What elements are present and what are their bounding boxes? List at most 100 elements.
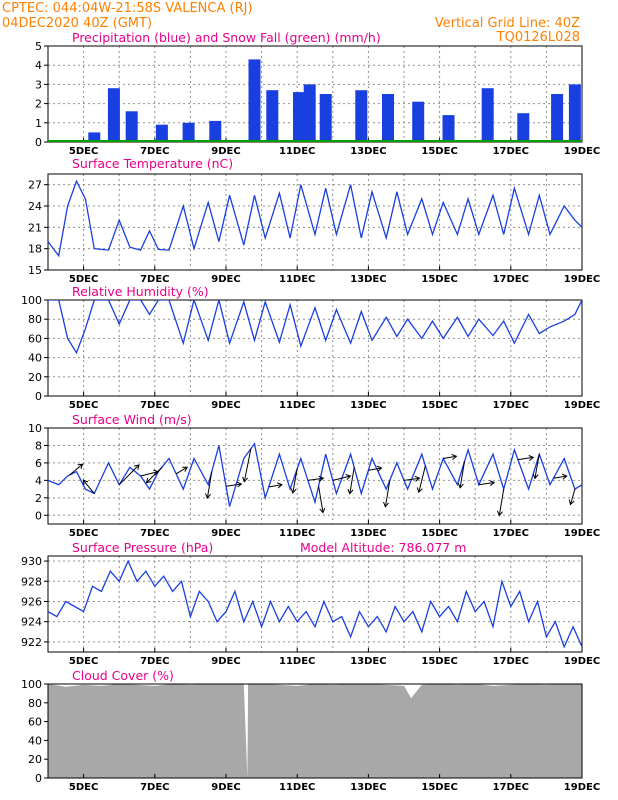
y-tick-label: 0	[35, 136, 42, 149]
panel-frame	[47, 683, 583, 779]
precip-bar	[412, 101, 425, 142]
wind-arrowhead	[489, 480, 496, 487]
x-tick-label: 13DEC	[350, 400, 386, 411]
panels: Precipitation (blue) and Snow Fall (gree…	[21, 30, 600, 793]
wind-arrow	[570, 488, 576, 505]
y-tick-label: 0	[35, 509, 42, 522]
y-tick-label: 40	[28, 352, 42, 365]
x-tick-label: 13DEC	[350, 146, 386, 157]
series-line	[48, 300, 582, 355]
precip-bar	[293, 92, 305, 142]
x-tick-label: 5DEC	[69, 528, 98, 539]
y-tick-label: 924	[21, 616, 42, 629]
x-tick-label: 17DEC	[493, 528, 529, 539]
wind-arrow	[384, 480, 391, 507]
wind-arrowhead	[532, 473, 539, 480]
wind-arrow	[403, 477, 420, 481]
wind-arrow	[206, 471, 213, 499]
wind-arrow	[418, 465, 426, 493]
x-tick-label: 9DEC	[211, 400, 240, 411]
panel-frame	[47, 299, 583, 397]
x-tick-label: 9DEC	[211, 274, 240, 285]
header-code: TQ0126L028	[496, 30, 580, 45]
x-tick-label: 9DEC	[211, 146, 240, 157]
panel-title: Surface Wind (m/s)	[72, 412, 192, 427]
y-tick-label: 60	[28, 716, 42, 729]
y-tick-label: 6	[35, 457, 42, 470]
precip-bar	[107, 88, 120, 142]
wind-arrowhead	[451, 454, 458, 460]
x-tick-label: 11DEC	[279, 656, 315, 667]
x-tick-label: 5DEC	[69, 782, 98, 793]
panel-frame	[47, 555, 583, 653]
panel-frame	[47, 427, 583, 525]
y-tick-label: 930	[21, 555, 42, 568]
x-tick-label: 5DEC	[69, 274, 98, 285]
wind-arrowhead	[528, 455, 535, 461]
precip-bar	[382, 94, 394, 142]
y-tick-label: 10	[28, 422, 42, 435]
series-line	[48, 559, 582, 649]
x-tick-label: 17DEC	[493, 146, 529, 157]
panel-frame	[47, 173, 583, 271]
cloud-area	[48, 684, 582, 778]
wind-arrowhead	[416, 487, 423, 494]
y-tick-label: 20	[28, 371, 42, 384]
x-tick-label: 17DEC	[493, 782, 529, 793]
y-tick-label: 1	[35, 117, 42, 130]
header-grid-note: Vertical Grid Line: 40Z	[435, 16, 580, 31]
x-tick-label: 11DEC	[279, 146, 315, 157]
wind-arrow	[292, 468, 298, 493]
wind-arrowhead	[242, 476, 249, 483]
wind-arrowhead	[347, 488, 354, 495]
panel-3: Surface Wind (m/s) 0 2 4 6 8 10 5DEC 7DEC 9DEC 11D…	[28, 412, 600, 539]
wind-arrowhead	[290, 488, 297, 494]
wind-arrowhead	[277, 482, 283, 489]
panel-5: Cloud Cover (%) 0 20 40 60 80 100 5DEC 7DEC 9DEC 1…	[21, 668, 600, 793]
y-tick-label: 926	[21, 595, 42, 608]
wind-arrow	[332, 475, 351, 481]
y-tick-label: 3	[35, 78, 42, 91]
wind-arrowhead	[182, 466, 188, 472]
x-tick-label: 19DEC	[564, 656, 600, 667]
wind-arrow	[349, 467, 355, 494]
panel-title: Cloud Cover (%)	[72, 668, 174, 683]
wind-arrow	[307, 477, 324, 481]
precip-bar	[125, 111, 138, 142]
x-tick-label: 15DEC	[421, 400, 457, 411]
wind-arrowhead	[319, 507, 326, 514]
x-tick-label: 17DEC	[493, 400, 529, 411]
y-tick-label: 0	[35, 390, 42, 403]
y-tick-label: 20	[28, 753, 42, 766]
precip-bar	[442, 115, 455, 142]
x-tick-label: 15DEC	[421, 528, 457, 539]
y-tick-label: 40	[28, 734, 42, 747]
x-tick-label: 7DEC	[140, 400, 169, 411]
x-tick-label: 9DEC	[211, 528, 240, 539]
wind-arrowhead	[318, 475, 325, 482]
wind-arrowhead	[383, 501, 389, 508]
precip-bar	[88, 132, 101, 142]
panel-4: Surface Pressure (hPa) Model Altitude: 78…	[21, 540, 600, 667]
x-tick-label: 11DEC	[279, 528, 315, 539]
y-tick-label: 4	[35, 59, 42, 72]
x-tick-label: 19DEC	[564, 274, 600, 285]
x-tick-label: 19DEC	[564, 782, 600, 793]
x-tick-label: 5DEC	[69, 656, 98, 667]
y-tick-label: 8	[35, 439, 42, 452]
wind-arrow	[69, 463, 83, 476]
wind-arrow	[82, 479, 95, 494]
x-tick-label: 7DEC	[140, 528, 169, 539]
x-tick-label: 7DEC	[140, 146, 169, 157]
precip-bar	[517, 113, 530, 142]
wind-arrowhead	[414, 475, 421, 482]
precip-bar	[481, 88, 494, 142]
x-tick-label: 17DEC	[493, 274, 529, 285]
y-tick-label: 2	[35, 492, 42, 505]
wind-arrowhead	[134, 464, 140, 470]
wind-arrow	[459, 461, 465, 488]
precip-bar	[551, 94, 564, 142]
header-station: CPTEC: 044:04W-21:58S VALENCA (RJ)	[2, 1, 253, 16]
wind-arrowhead	[205, 493, 211, 499]
precip-bar	[355, 90, 368, 142]
